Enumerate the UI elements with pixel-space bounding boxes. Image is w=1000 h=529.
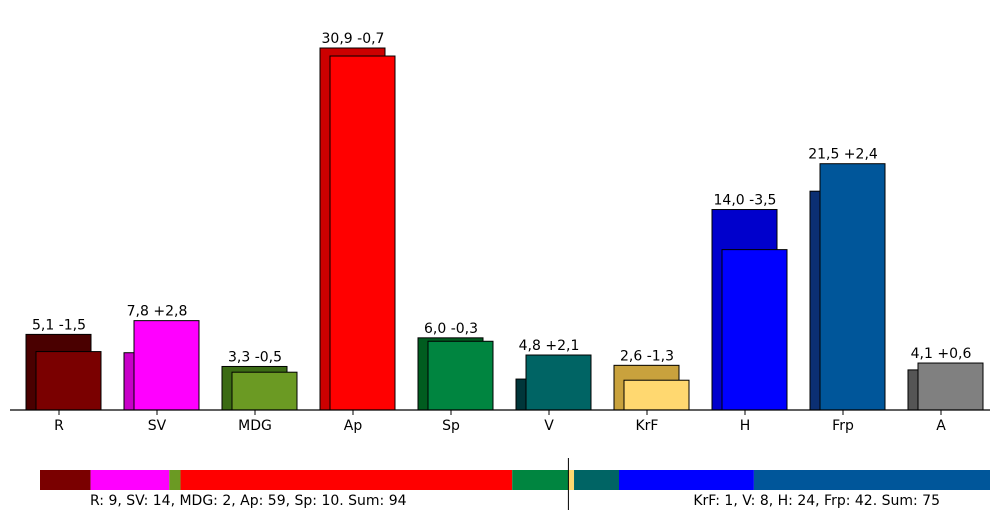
x-tick-label-r: R <box>54 418 64 434</box>
seat-bar-layer <box>40 458 990 510</box>
seat-bar-right-summary: KrF: 1, V: 8, H: 24, Frp: 42. Sum: 75 <box>693 493 940 509</box>
bars-layer <box>25 47 984 411</box>
x-ticks-layer: R SV MDG Ap Sp V KrF H Frp A <box>54 410 946 434</box>
x-tick-label-mdg: MDG <box>238 418 272 434</box>
seat-segment-ap <box>180 470 513 490</box>
seat-segment-sv <box>90 470 170 490</box>
seat-segment-h <box>618 470 754 490</box>
x-tick-label-v: V <box>544 418 554 434</box>
x-tick-label-krf: KrF <box>636 418 659 434</box>
data-labels-layer: 5,1 -1,5 7,8 +2,8 3,3 -0,5 30,9 -0,7 6,0 -0,… <box>32 31 971 365</box>
x-tick-label-frp: Frp <box>832 418 854 434</box>
bar-current-v <box>525 354 592 411</box>
bar-current-ap <box>329 55 396 411</box>
data-label-v: 4,8 +2,1 <box>519 338 580 354</box>
data-label-ap: 30,9 -0,7 <box>322 31 385 47</box>
seat-segment-r <box>40 470 91 490</box>
bar-current-sv <box>133 320 200 411</box>
x-tick-label-ap: Ap <box>344 418 363 434</box>
bar-current-r <box>35 351 102 411</box>
data-label-h: 14,0 -3,5 <box>714 193 777 209</box>
bar-current-frp <box>819 163 886 411</box>
x-tick-label-sp: Sp <box>442 418 460 434</box>
seat-segment-v <box>574 470 619 490</box>
bar-current-h <box>721 249 788 411</box>
seat-segment-krf <box>568 470 575 490</box>
data-label-a: 4,1 +0,6 <box>911 346 972 362</box>
seat-segment-sp <box>512 470 569 490</box>
data-label-r: 5,1 -1,5 <box>32 317 86 333</box>
bar-current-mdg <box>231 371 298 411</box>
bar-current-krf <box>623 379 690 411</box>
seat-segment-frp <box>753 470 990 490</box>
data-label-frp: 21,5 +2,4 <box>808 147 878 163</box>
x-tick-label-h: H <box>740 418 751 434</box>
data-label-sp: 6,0 -0,3 <box>424 321 478 337</box>
data-label-sv: 7,8 +2,8 <box>127 304 188 320</box>
x-tick-label-a: A <box>936 418 946 434</box>
data-label-krf: 2,6 -1,3 <box>620 348 674 364</box>
x-tick-label-sv: SV <box>148 418 167 434</box>
seat-bar-left-summary: R: 9, SV: 14, MDG: 2, Ap: 59, Sp: 10. Su… <box>90 493 407 509</box>
bar-current-sp <box>427 340 494 411</box>
seat-segment-mdg <box>169 470 181 490</box>
data-label-mdg: 3,3 -0,5 <box>228 349 282 365</box>
bar-current-a <box>917 362 984 411</box>
